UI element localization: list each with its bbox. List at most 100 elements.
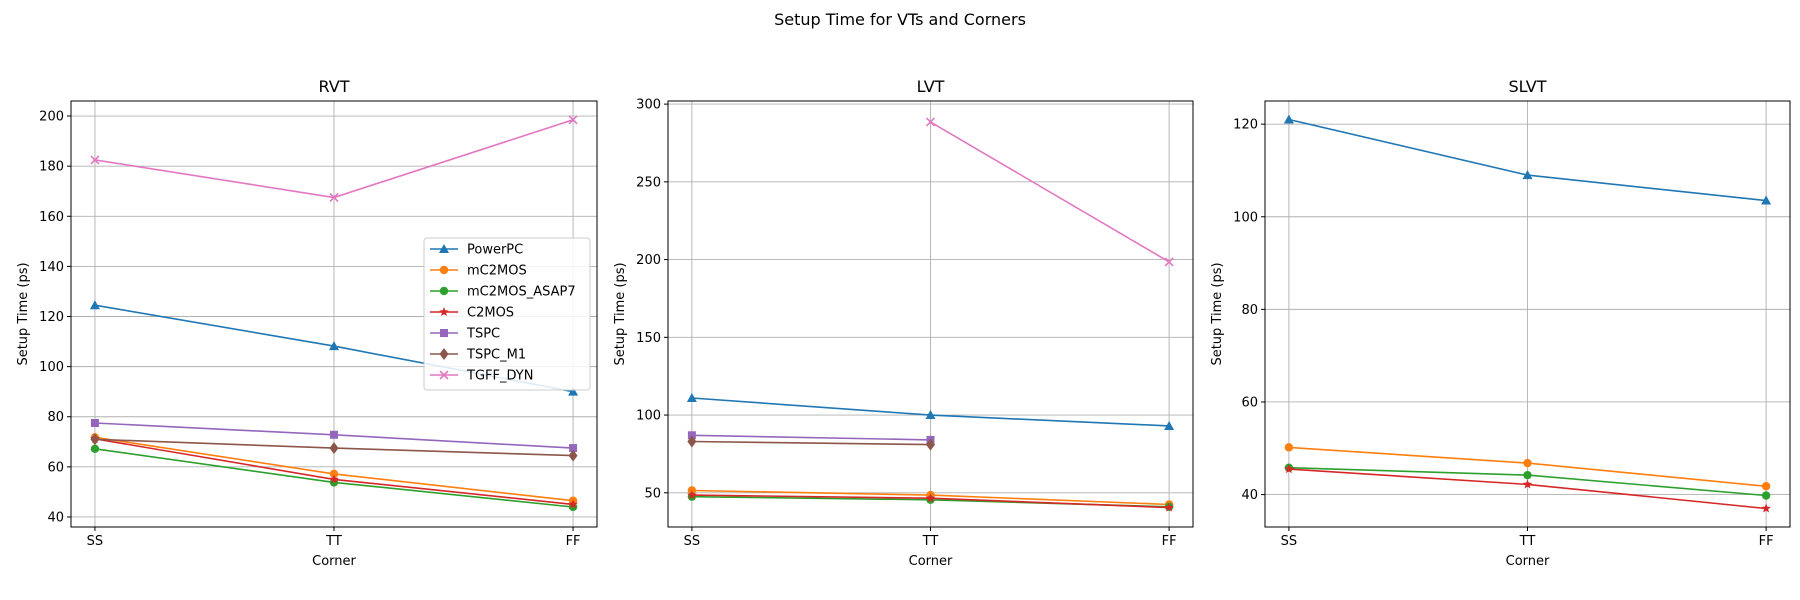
data-point	[925, 410, 936, 420]
legend-entry-mc2mos: mC2MOS	[430, 264, 527, 279]
legend-marker	[439, 370, 449, 380]
series-c2mos	[1284, 464, 1771, 513]
data-point	[330, 430, 338, 439]
series-tspc-m1	[687, 435, 935, 451]
data-point	[1284, 464, 1294, 474]
legend-label: TSPC	[466, 327, 500, 342]
data-point	[329, 192, 339, 203]
legend-marker	[439, 348, 449, 360]
x-axis-label: Corner	[312, 554, 356, 569]
legend-marker	[440, 329, 448, 337]
x-tick-label: FF	[566, 534, 581, 549]
data-point	[687, 431, 696, 440]
legend-box	[423, 237, 591, 391]
data-point	[1523, 458, 1532, 468]
legend-label: mC2MOS	[467, 264, 527, 279]
series-tspc-m1	[90, 433, 578, 462]
data-point	[329, 442, 339, 455]
data-point	[1522, 170, 1533, 180]
data-point	[568, 499, 578, 509]
data-point	[1284, 443, 1294, 452]
subplot-title: SLVT	[1508, 77, 1546, 96]
y-tick-label: 300	[636, 98, 661, 113]
data-point	[329, 341, 339, 351]
data-point	[1522, 479, 1533, 489]
x-tick-label: FF	[1759, 534, 1774, 549]
x-tick-label: SS	[684, 534, 701, 549]
data-point	[1523, 470, 1532, 480]
y-tick-label: 200	[39, 110, 64, 125]
y-tick-label: 250	[636, 175, 661, 190]
series-tspc	[90, 419, 578, 453]
legend-entry-powerpc: PowerPC	[430, 243, 523, 258]
legend-label: C2MOS	[467, 306, 514, 321]
data-point	[925, 493, 936, 503]
subplot-title: RVT	[319, 77, 350, 96]
data-point	[1761, 491, 1771, 500]
legend-label: PowerPC	[467, 243, 523, 258]
y-axis-label: Setup Time (ps)	[16, 262, 31, 365]
y-tick-label: 200	[636, 253, 661, 268]
subplot-rvt: SS TT FF 40 60 80 100 120 140 160 180 200 RVT Corner S…	[16, 77, 598, 569]
x-axis-label: Corner	[909, 554, 953, 569]
series-line	[691, 434, 931, 441]
legend-marker	[439, 265, 449, 275]
y-tick-label: 80	[1241, 303, 1258, 318]
data-point	[1761, 482, 1771, 491]
legend-entry-tspc-m1: TSPC_M1	[430, 348, 526, 363]
legend-entry-tgff-dyn: TGFF_DYN	[430, 369, 533, 384]
data-point	[1283, 114, 1294, 124]
legend-marker	[439, 307, 449, 317]
y-axis-label: Setup Time (ps)	[613, 262, 628, 365]
series-c2mos	[687, 490, 1174, 512]
x-tick-label: FF	[1162, 534, 1177, 549]
series-line	[691, 440, 931, 446]
data-point	[1164, 420, 1175, 430]
x-tick-label: TT	[325, 534, 342, 549]
y-tick-label: 100	[636, 409, 661, 424]
series-line	[930, 121, 1170, 263]
data-point	[90, 433, 100, 446]
data-point	[568, 386, 579, 396]
y-tick-label: 40	[47, 510, 64, 525]
x-tick-label: SS	[87, 534, 104, 549]
x-tick-label: TT	[1519, 534, 1536, 549]
legend-label: mC2MOS_ASAP7	[467, 285, 576, 300]
data-point	[90, 444, 100, 454]
data-point	[90, 155, 100, 165]
legend: PowerPC mC2MOS mC2MOS_ASAP7 C2MOS TSPC TSPC_M…	[423, 237, 591, 391]
data-point	[1164, 502, 1174, 512]
data-point	[687, 490, 697, 500]
y-tick-label: 140	[39, 260, 64, 275]
data-point	[1761, 503, 1771, 513]
y-tick-label: 100	[1233, 210, 1258, 225]
y-tick-label: 60	[47, 460, 64, 475]
y-tick-label: 80	[47, 410, 64, 425]
data-point	[687, 435, 697, 448]
legend-label: TSPC_M1	[466, 348, 526, 363]
x-axis-label: Corner	[1506, 554, 1550, 569]
data-point	[925, 117, 936, 127]
y-tick-label: 40	[1241, 488, 1258, 503]
data-point	[686, 392, 697, 402]
data-point	[569, 444, 578, 453]
y-tick-label: 120	[39, 310, 64, 325]
x-tick-label: SS	[1281, 534, 1298, 549]
data-point	[89, 300, 100, 310]
data-point	[90, 419, 99, 428]
data-point	[329, 469, 339, 479]
data-point	[926, 438, 935, 451]
y-tick-label: 150	[636, 331, 661, 346]
figure-title: Setup Time for VTs and Corners	[774, 10, 1026, 29]
y-tick-label: 120	[1233, 118, 1258, 133]
subplot-title: LVT	[917, 77, 945, 96]
x-tick-label: TT	[922, 534, 939, 549]
y-axis-label: Setup Time (ps)	[1210, 262, 1225, 365]
legend-label: TGFF_DYN	[466, 369, 533, 384]
data-point	[1761, 195, 1772, 205]
y-tick-label: 50	[644, 486, 661, 501]
legend-marker	[439, 286, 449, 296]
series-mc2mos	[1284, 443, 1771, 491]
legend-entry-tspc: TSPC	[430, 327, 500, 342]
y-tick-label: 160	[39, 210, 64, 225]
